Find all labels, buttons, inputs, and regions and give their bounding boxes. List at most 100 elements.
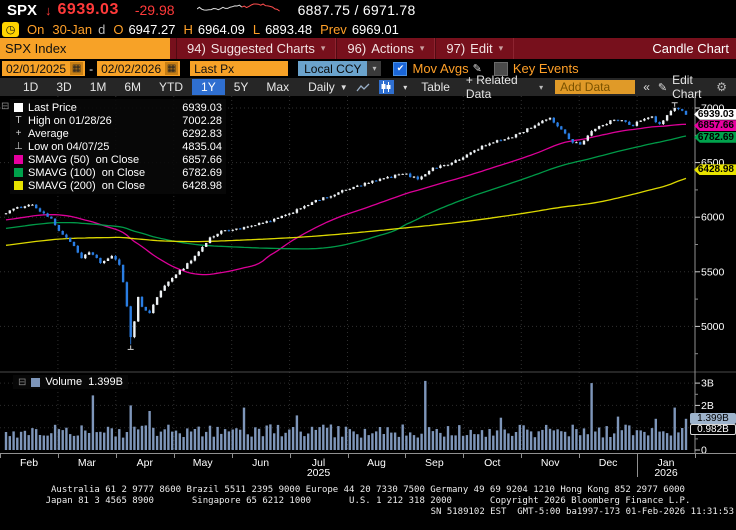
menu-item-suggested-charts[interactable]: 94) Suggested Charts ▾: [176, 38, 337, 59]
security-field[interactable]: SPX Index: [0, 38, 170, 59]
chart-controls-bar: 02/01/2025 ▦ - 02/02/2026 ▦ Last Px Loca…: [0, 59, 736, 78]
volume-last-tag: 1.399B: [690, 412, 736, 424]
currency-value: Local CCY: [304, 61, 362, 76]
date-from-value: 02/01/2025: [6, 61, 67, 76]
pencil-icon: ✎: [657, 81, 668, 94]
range-tab-6m[interactable]: 6M: [124, 80, 142, 94]
month-label-aug: Aug: [367, 457, 386, 469]
menu-item-actions[interactable]: 96) Actions ▾: [336, 38, 436, 59]
gear-icon[interactable]: ⚙: [716, 80, 728, 94]
open-value: 6947.27: [128, 21, 176, 37]
chart-area[interactable]: 7000 6500 6000 5500 5000 3B 2B 0 ⊟ Last Price 69…: [0, 96, 736, 453]
footer-line-2: Japan 81 3 4565 8900 Singapore 65 6212 1…: [45, 496, 691, 506]
svg-text:2B: 2B: [701, 400, 714, 412]
intraday-sparkline: [196, 3, 280, 12]
month-tick: [347, 454, 349, 458]
range-tab-1m[interactable]: 1M: [89, 80, 107, 94]
high-value: 6964.09: [197, 21, 245, 37]
edit-chart-label: Edit Chart: [672, 73, 702, 101]
table-button[interactable]: Table: [421, 80, 450, 94]
legend-row[interactable]: SMAVG (50) on Close 6857.66: [14, 153, 222, 166]
month-tick: [405, 454, 407, 458]
mov-avgs-edit-icon[interactable]: ✎: [472, 63, 482, 75]
month-label-dec: Dec: [598, 457, 618, 469]
legend-row[interactable]: T High on 01/28/26 7002.28: [15, 114, 222, 127]
month-tick: [521, 454, 523, 458]
range-tab-5y[interactable]: 5Y: [233, 80, 249, 94]
candle-chart-icon[interactable]: [378, 80, 395, 94]
session-info-bar: ◷ On 30-Jan d O 6947.27 H 6964.09 L 6893…: [0, 20, 736, 38]
month-tick: [115, 454, 117, 458]
range-tab-1d[interactable]: 1D: [23, 80, 39, 94]
add-data-input[interactable]: Add Data: [555, 80, 636, 94]
red-menu-bar: SPX Index 94) Suggested Charts ▾ 96) Actions…: [0, 38, 736, 59]
month-label-jul: Jul: [311, 457, 326, 469]
year-label-start: 2025: [306, 467, 331, 479]
currency-caret-button[interactable]: ▾: [367, 61, 382, 76]
prev-label: Prev: [320, 21, 347, 37]
svg-text:6000: 6000: [701, 212, 725, 224]
month-tick: [57, 454, 59, 458]
month-tick: [463, 454, 465, 458]
month-label-nov: Nov: [540, 457, 560, 469]
price-axis-tag: 6857.66: [694, 120, 736, 132]
clock-icon[interactable]: ◷: [2, 21, 19, 37]
date-to-value: 02/02/2026: [101, 61, 162, 76]
chart-plot[interactable]: 7000 6500 6000 5500 5000 3B 2B 0: [0, 96, 736, 453]
month-label-oct: Oct: [484, 457, 501, 469]
day-range: 6887.75 / 6971.78: [297, 2, 416, 18]
calendar-icon[interactable]: ▦: [70, 62, 84, 75]
chart-type-caret[interactable]: ▾: [398, 83, 407, 92]
quote-header: SPX ↓ 6939.03 -29.98 6887.75 / 6971.78: [0, 0, 736, 20]
collapse-panel-button[interactable]: «: [643, 80, 650, 94]
month-tick: [695, 454, 696, 458]
mov-avgs-label: Mov Avgs: [412, 61, 469, 76]
x-axis: Feb Mar Apr May Jun Jul Aug Sep Oct Nov Dec Jan 2025…: [0, 453, 736, 481]
mov-avgs-checkbox[interactable]: ✔: [393, 61, 408, 76]
month-tick: [231, 454, 233, 458]
chart-toolbar: 1D 3D 1M 6M YTD 1Y 5Y Max Daily ▼ ▾ Table + Rel…: [0, 73, 736, 101]
range-tab-1y[interactable]: 1Y: [192, 79, 225, 95]
legend-row[interactable]: SMAVG (100) on Close 6782.69: [14, 166, 222, 179]
range-tab-max[interactable]: Max: [266, 80, 290, 94]
date-to-field[interactable]: 02/02/2026 ▦: [97, 61, 181, 76]
period-value: Daily: [308, 80, 335, 94]
legend-row[interactable]: Last Price 6939.03: [14, 101, 222, 114]
legend-row[interactable]: SMAVG (200) on Close 6428.98: [14, 179, 222, 192]
price-type-dropdown[interactable]: Last Px: [190, 61, 289, 76]
edit-chart-button[interactable]: ✎ Edit Chart: [658, 73, 716, 101]
caret-down-icon: ▾: [539, 82, 544, 92]
price-change: -29.98: [134, 2, 175, 18]
price-axis-tag: 6782.69: [694, 131, 736, 143]
legend-row[interactable]: ⊥ Low on 04/07/25 4835.04: [14, 140, 222, 153]
ticker-symbol: SPX: [7, 1, 38, 19]
volume-swatch: [31, 377, 41, 387]
key-events-checkbox[interactable]: [493, 61, 508, 76]
period-dropdown[interactable]: Daily ▼: [308, 80, 348, 94]
year-label-end: 2026: [654, 467, 678, 479]
month-tick: [173, 454, 175, 458]
related-data-dropdown[interactable]: + Related Data ▾: [466, 73, 543, 101]
month-tick: [289, 454, 291, 458]
legend-row[interactable]: + Average 6292.83: [15, 127, 222, 140]
month-tick: [0, 454, 1, 458]
line-chart-icon[interactable]: [356, 80, 371, 94]
currency-dropdown[interactable]: Local CCY: [298, 61, 368, 76]
calendar-icon[interactable]: ▦: [165, 62, 179, 75]
range-tabs: 1D 3D 1M 6M YTD 1Y 5Y Max: [14, 79, 298, 95]
price-axis-tag: 6428.98: [694, 164, 736, 176]
month-label-may: May: [192, 457, 213, 469]
volume-legend-value: 1.399B: [88, 376, 123, 388]
menu-item-edit[interactable]: 97) Edit ▾: [435, 38, 515, 59]
last-price: 6939.03: [57, 1, 119, 18]
key-events-label: Key Events: [512, 61, 579, 76]
prev-value: 6969.01: [351, 21, 399, 37]
range-tab-ytd[interactable]: YTD: [159, 80, 184, 94]
range-tab-3d[interactable]: 3D: [56, 80, 72, 94]
legend-collapse-icon[interactable]: ⊟: [1, 101, 10, 112]
month-tick: [579, 454, 581, 458]
volume-legend[interactable]: ⊟ Volume 1.399B: [13, 375, 128, 389]
low-value: 6893.48: [265, 21, 313, 37]
date-from-field[interactable]: 02/01/2025 ▦: [2, 61, 86, 76]
